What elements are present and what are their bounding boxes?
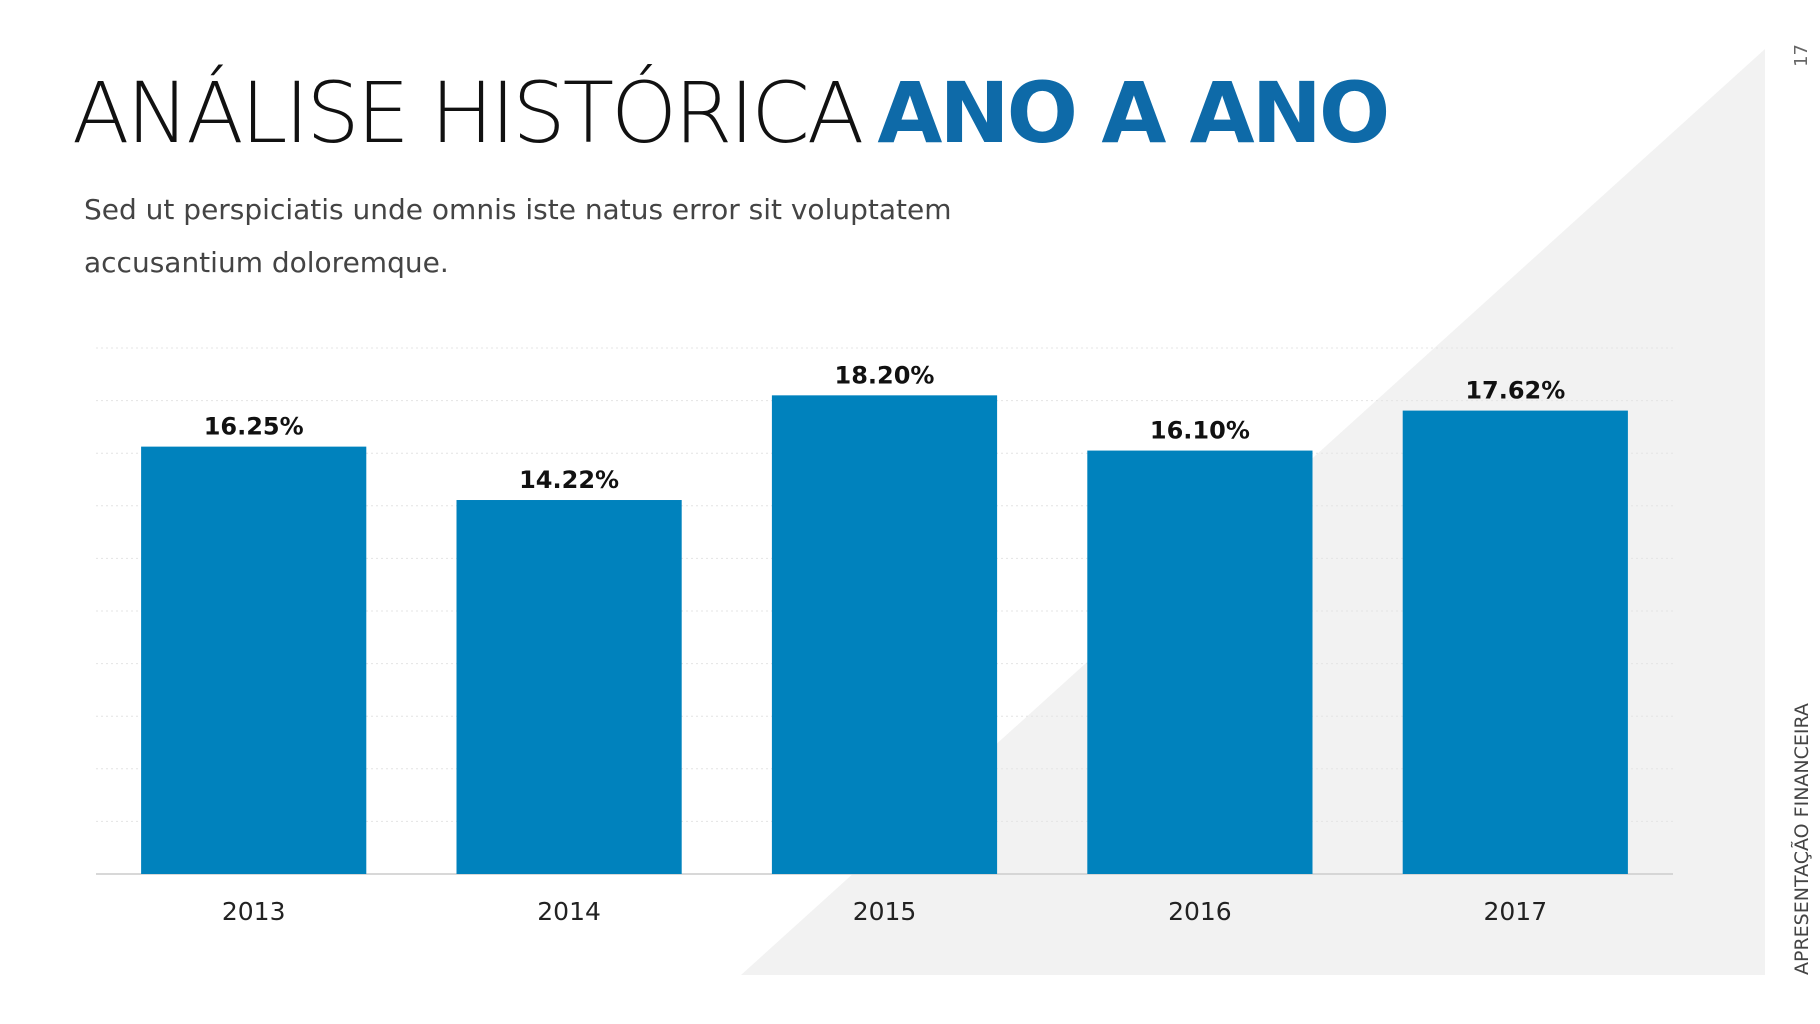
slide-title: ANÁLISE HISTÓRICA ANO A ANO [72,64,1387,162]
bar [1402,410,1628,874]
x-tick-label: 2015 [853,897,917,926]
value-label: 17.62% [1465,377,1565,405]
value-label: 14.22% [519,466,619,494]
value-label: 18.20% [835,361,935,389]
x-tick-label: 2014 [537,897,601,926]
bar [141,446,367,874]
side-label: APRESENTAÇÃO FINANCEIRA [1790,703,1813,975]
x-tick-label: 2013 [222,897,286,926]
page-number: 17 [1791,44,1812,67]
chart: 2013 16.25% 2014 14.22% 2015 18.20% 2016 16.10%… [96,347,1673,926]
value-label: 16.25% [204,413,304,441]
bar [1087,450,1313,874]
title-emphasis: ANO A ANO [877,64,1387,162]
x-tick-label: 2017 [1483,897,1547,926]
value-label: 16.10% [1150,417,1250,445]
bar [456,500,682,874]
x-tick-label: 2016 [1168,897,1232,926]
bar [771,395,998,874]
subtitle-line: accusantium doloremque. [84,246,449,279]
title-main: ANÁLISE HISTÓRICA [72,64,862,162]
subtitle-line: Sed ut perspiciatis unde omnis iste natu… [84,193,951,226]
